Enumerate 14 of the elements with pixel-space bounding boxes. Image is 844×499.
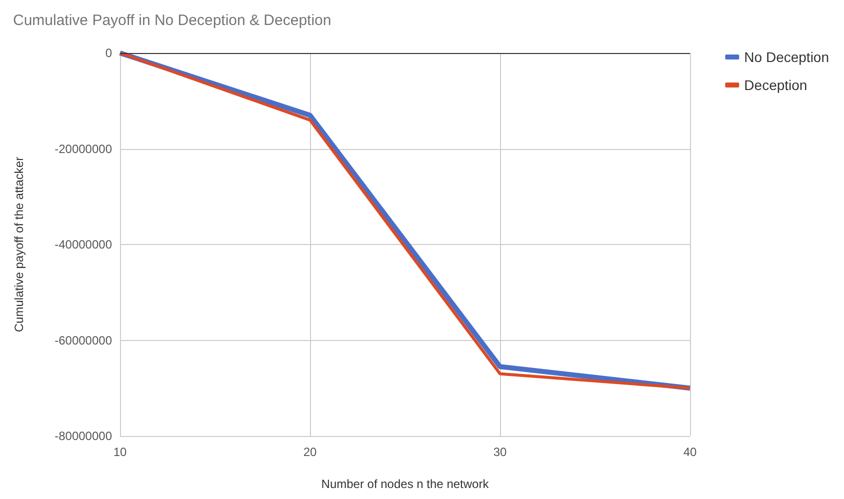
x-tick-label: 30 [493, 445, 507, 459]
x-tick-label: 10 [113, 445, 127, 459]
legend-label: Deception [744, 77, 808, 93]
y-tick-label: -60000000 [54, 333, 112, 348]
legend-label: No Deception [744, 49, 829, 65]
y-axis-title: Cumulative payoff of the attacker [12, 156, 26, 332]
y-tick-label: 0 [105, 46, 112, 60]
x-axis-title: Number of nodes n the network [321, 477, 490, 491]
x-tick-label: 20 [303, 445, 317, 459]
chart-title: Cumulative Payoff in No Deception & Deception [13, 12, 332, 29]
y-tick-label: -40000000 [54, 238, 112, 252]
y-tick-label: -80000000 [54, 429, 112, 443]
y-tick-label: -20000000 [54, 142, 112, 156]
x-tick-label: 40 [683, 445, 697, 459]
